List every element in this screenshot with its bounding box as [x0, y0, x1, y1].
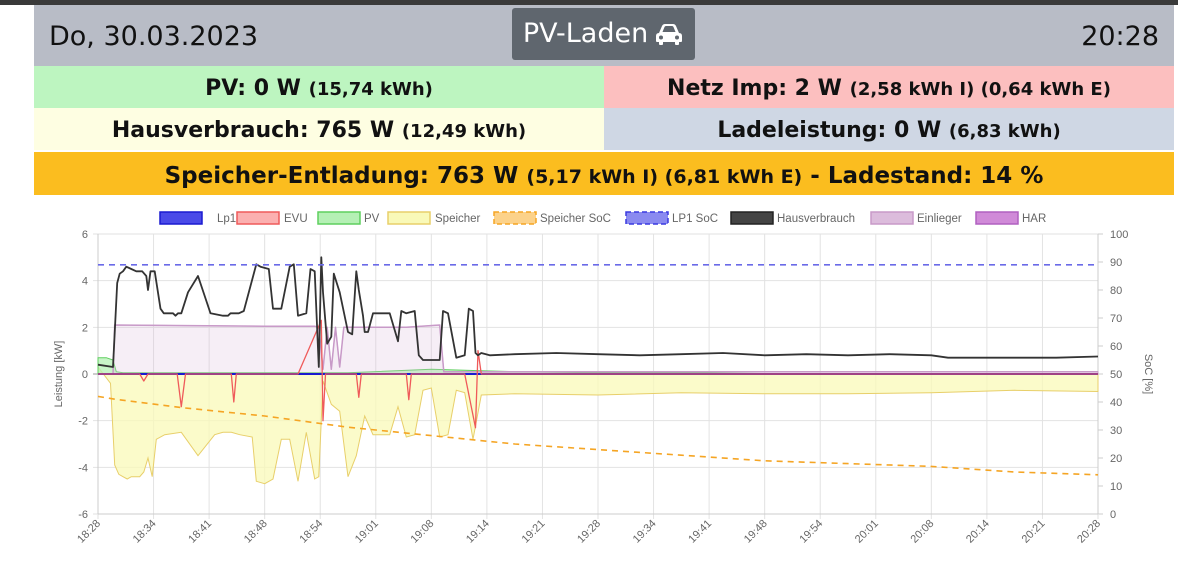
legend-swatch-hausverbrauch: [730, 211, 774, 225]
charge-mode-label: PV-Laden: [522, 18, 649, 49]
legend-swatch-pv: [317, 211, 361, 225]
y2-tick-label: 30: [1110, 425, 1122, 437]
legend-label-lp1: Lp1: [217, 213, 236, 225]
y-tick-label: 0: [82, 369, 88, 381]
x-tick-label: 19:08: [409, 518, 437, 546]
x-tick-label: 18:54: [297, 518, 325, 546]
y2-tick-label: 80: [1110, 285, 1122, 297]
charge-value: Ladeleistung: 0 W: [717, 118, 942, 143]
car-icon: [656, 24, 683, 45]
power-chart: Lp1 EVU PV Speicher Speicher SoC LP1 SoC Hausv…: [53, 211, 1154, 546]
y2-tick-label: 40: [1110, 397, 1122, 409]
legend-label-lp1-soc: LP1 SoC: [672, 213, 718, 225]
x-tick-label: 19:54: [797, 518, 825, 546]
y2-tick-label: 90: [1110, 257, 1122, 269]
x-tick-label: 19:28: [575, 518, 603, 546]
x-tick-label: 20:14: [964, 518, 992, 546]
x-tick-label: 19:41: [686, 518, 714, 546]
x-tick-label: 20:21: [1020, 518, 1048, 546]
legend-label-har: HAR: [1022, 213, 1046, 225]
battery-summary: Speicher-Entladung: 763 W (5,17 kWh I) (…: [34, 152, 1174, 195]
legend-label-pv: PV: [364, 213, 380, 225]
legend-swatch-lp1-soc: [625, 211, 669, 225]
x-tick-label: 19:14: [464, 518, 492, 546]
y2-tick-label: 70: [1110, 313, 1122, 325]
y-tick-label: -2: [78, 416, 88, 428]
x-tick-label: 19:21: [520, 518, 548, 546]
house-energy: (12,49 kWh): [401, 121, 527, 142]
charge-energy: (6,83 kWh): [948, 121, 1061, 142]
x-tick-label: 18:41: [186, 518, 214, 546]
legend-label-speicher-soc: Speicher SoC: [540, 213, 611, 225]
pv-value: PV: 0 W: [205, 76, 301, 101]
grid-value: Netz Imp: 2 W: [667, 76, 842, 101]
grid-summary: Netz Imp: 2 W (2,58 kWh I) (0,64 kWh E): [604, 66, 1174, 108]
legend-swatch-lp1: [159, 211, 203, 225]
legend-label-hausverbrauch: Hausverbrauch: [777, 213, 855, 225]
y-tick-label: -6: [78, 509, 88, 521]
x-tick-label: 18:48: [242, 518, 270, 546]
house-summary: Hausverbrauch: 765 W (12,49 kWh): [34, 108, 604, 150]
charge-summary: Ladeleistung: 0 W (6,83 kWh): [604, 108, 1174, 150]
evu-line: [98, 319, 1098, 429]
legend-swatch-einlieger: [870, 211, 914, 225]
einlieger-line: [98, 324, 1098, 375]
y-axis-title: Leistung [kW]: [53, 341, 65, 408]
y2-axis-title: SoC [%]: [1142, 354, 1154, 394]
header-bar: Do, 30.03.2023 PV-Laden 20:28: [34, 5, 1174, 66]
legend-label-einlieger: Einlieger: [917, 213, 962, 225]
legend-swatch-speicher: [387, 211, 431, 225]
battery-energy: (5,17 kWh I) (6,81 kWh E): [526, 166, 803, 188]
y-tick-label: -4: [78, 462, 88, 474]
speicher-area: [97, 365, 1099, 485]
x-tick-label: 20:01: [853, 518, 881, 546]
y2-tick-label: 100: [1110, 229, 1128, 241]
chart-legend: Lp1 EVU PV Speicher Speicher SoC LP1 SoC Hausv…: [159, 211, 1046, 225]
chart-lines: [97, 256, 1099, 476]
top-edge-bar: [0, 0, 1178, 5]
legend-label-evu: EVU: [284, 213, 308, 225]
battery-value: Speicher-Entladung: 763 W: [164, 163, 519, 189]
header-time: 20:28: [1081, 21, 1159, 52]
x-tick-label: 20:28: [1075, 518, 1103, 546]
charge-mode-button[interactable]: PV-Laden: [512, 8, 695, 60]
legend-swatch-evu: [236, 211, 280, 225]
hausverbrauch-line: [97, 256, 1099, 368]
x-tick-label: 19:34: [631, 518, 659, 546]
y2-tick-label: 0: [1110, 509, 1116, 521]
battery-soc: - Ladestand: 14 %: [810, 163, 1044, 189]
y-tick-label: 6: [82, 229, 88, 241]
header-date: Do, 30.03.2023: [49, 21, 259, 52]
x-tick-label: 18:28: [75, 518, 103, 546]
legend-swatch-har: [975, 211, 1019, 225]
y-tick-label: 4: [82, 276, 88, 288]
y2-tick-label: 50: [1110, 369, 1122, 381]
y2-tick-label: 60: [1110, 341, 1122, 353]
pv-energy: (15,74 kWh): [308, 79, 433, 100]
grid-energy: (2,58 kWh I) (0,64 kWh E): [849, 79, 1111, 100]
x-tick-label: 19:01: [353, 518, 381, 546]
y2-tick-label: 10: [1110, 481, 1122, 493]
y-tick-label: 2: [82, 322, 88, 334]
y2-tick-label: 20: [1110, 453, 1122, 465]
legend-label-speicher: Speicher: [435, 213, 481, 225]
x-tick-label: 19:48: [742, 518, 770, 546]
house-value: Hausverbrauch: 765 W: [111, 118, 395, 143]
legend-swatch-speicher-soc: [493, 211, 537, 225]
x-tick-label: 20:08: [909, 518, 937, 546]
x-tick-label: 18:34: [131, 518, 159, 546]
pv-summary: PV: 0 W (15,74 kWh): [34, 66, 604, 108]
